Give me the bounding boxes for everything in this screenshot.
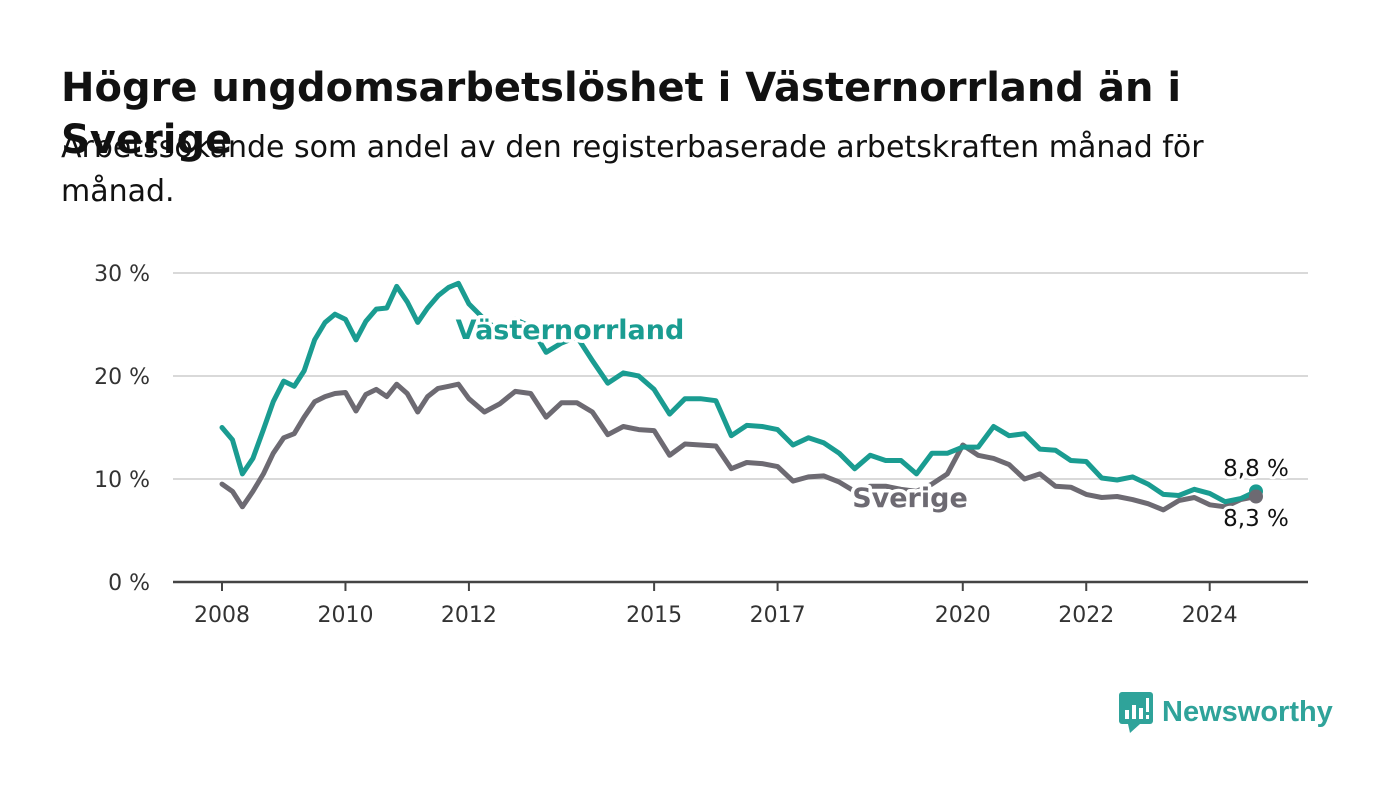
x-tick-label: 2015 [626,603,682,628]
y-tick-label: 10 % [94,468,150,493]
y-axis-ticks: 0 % 10 % 20 % 30 % [94,262,150,596]
gridlines [173,272,1308,480]
chart-subtitle: Arbetssökande som andel av den registerb… [61,130,1204,209]
series-name-label: Västernorrland [456,315,685,346]
series-line-västernorrland [219,280,1259,505]
series-labels: Västernorrland Sverige 8,8 % 8,3 % [452,312,1292,536]
series-name-label: Sverige [852,483,968,514]
chart-title: Högre ungdomsarbetslöshet i Västernorrla… [61,65,1182,163]
series-line-sverige [219,381,1259,513]
newsworthy-chart-bubble-icon [1119,692,1153,733]
series-end-value-label: 8,8 % [1223,456,1289,482]
x-tick-label: 2022 [1058,603,1114,628]
x-tick-label: 2024 [1182,603,1238,628]
x-tick-label: 2008 [194,603,250,628]
y-tick-label: 30 % [94,262,150,287]
x-tick-label: 2020 [935,603,991,628]
y-tick-label: 20 % [94,365,150,390]
x-tick-label: 2012 [441,603,497,628]
x-tick-label: 2017 [750,603,806,628]
x-tick-label: 2010 [317,603,373,628]
brand-name: Newsworthy [1162,695,1333,728]
newsworthy-logo: Newsworthy [1118,690,1333,734]
x-axis: 2008 2010 2012 2015 2017 2020 2022 2024 [173,580,1308,628]
series-lines [219,280,1263,513]
series-end-value-label: 8,3 % [1223,506,1289,532]
series-end-point [1249,489,1263,504]
y-tick-label: 0 % [108,571,150,596]
